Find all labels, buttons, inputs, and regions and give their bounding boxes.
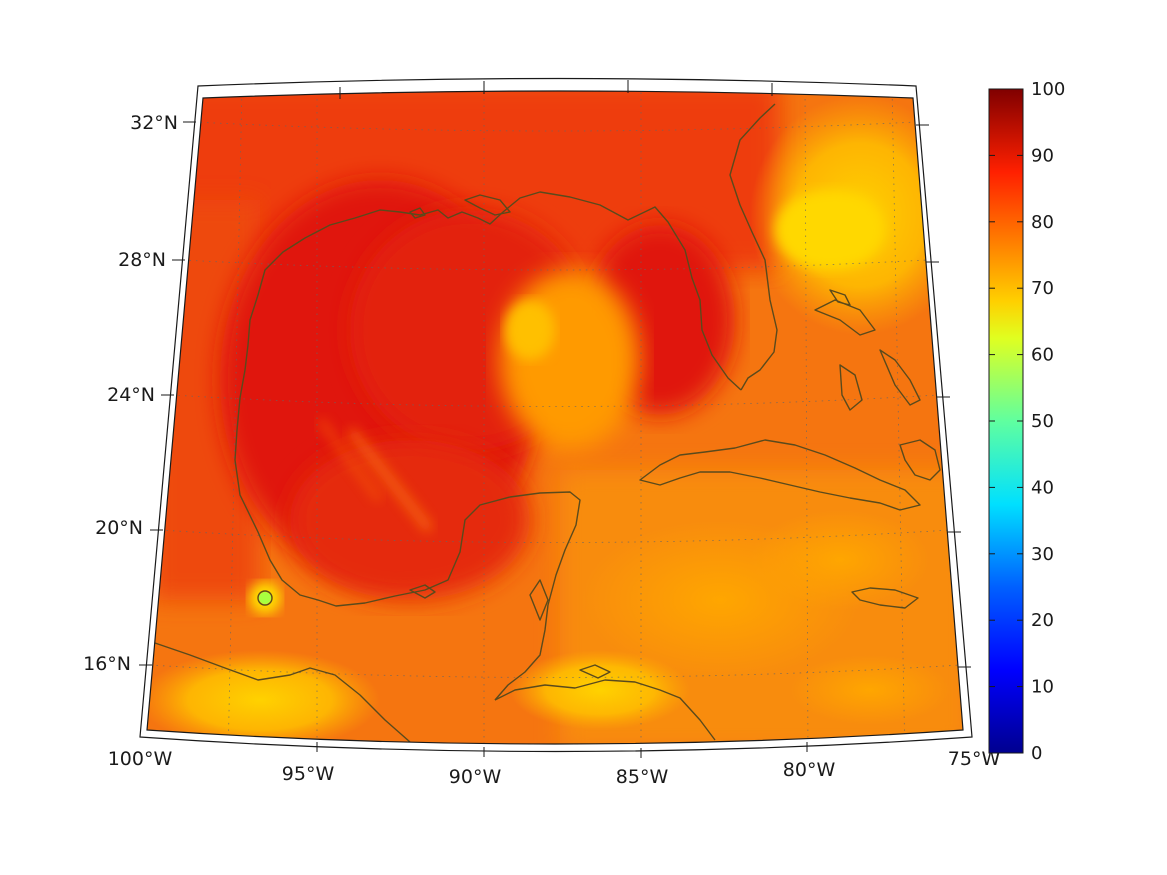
colorbar-ticks: 0 10 20 30 40 50 60 70 80 90 100 bbox=[989, 79, 1065, 764]
colorbar-tick-label: 0 bbox=[1031, 743, 1042, 764]
colorbar-tick-label: 70 bbox=[1031, 278, 1054, 299]
colorbar: 0 10 20 30 40 50 60 70 80 90 100 bbox=[988, 79, 1065, 764]
colorbar-tick-label: 20 bbox=[1031, 610, 1054, 631]
jamaica bbox=[851, 587, 919, 609]
lat-label-20: 20°N bbox=[95, 517, 143, 539]
map-frame bbox=[139, 77, 973, 758]
lon-label-85: 85°W bbox=[616, 766, 669, 788]
coastlines bbox=[154, 103, 941, 743]
lon-label-90: 90°W bbox=[449, 766, 502, 788]
lon-label-80: 80°W bbox=[783, 759, 836, 781]
lon-label-100: 100°W bbox=[108, 748, 173, 770]
colorbar-tick-label: 60 bbox=[1031, 345, 1054, 366]
colorbar-tick-label: 80 bbox=[1031, 212, 1054, 233]
lat-label-28: 28°N bbox=[118, 249, 166, 271]
graticule bbox=[149, 91, 961, 744]
colorbar-tick-label: 30 bbox=[1031, 544, 1054, 565]
colorbar-tick-label: 40 bbox=[1031, 477, 1054, 498]
cuba bbox=[639, 439, 921, 511]
colorbar-tick-label: 90 bbox=[1031, 145, 1054, 166]
pacific-coast bbox=[154, 642, 411, 743]
lat-label-32: 32°N bbox=[130, 112, 178, 134]
gulf-coast bbox=[234, 103, 778, 701]
data-field bbox=[147, 91, 963, 744]
lat-label-16: 16°N bbox=[83, 653, 131, 675]
hispaniola bbox=[899, 439, 941, 481]
lon-label-75: 75°W bbox=[948, 748, 1001, 770]
colorbar-tick-label: 10 bbox=[1031, 677, 1054, 698]
lon-label-95: 95°W bbox=[282, 763, 335, 785]
lat-label-24: 24°N bbox=[107, 384, 155, 406]
colorbar-tick-label: 100 bbox=[1031, 79, 1065, 100]
longitude-labels: 100°W 95°W 90°W 85°W 80°W 75°W bbox=[108, 748, 1001, 788]
latitude-labels: 32°N 28°N 24°N 20°N 16°N bbox=[83, 112, 178, 675]
colorbar-tick-label: 50 bbox=[1031, 411, 1054, 432]
